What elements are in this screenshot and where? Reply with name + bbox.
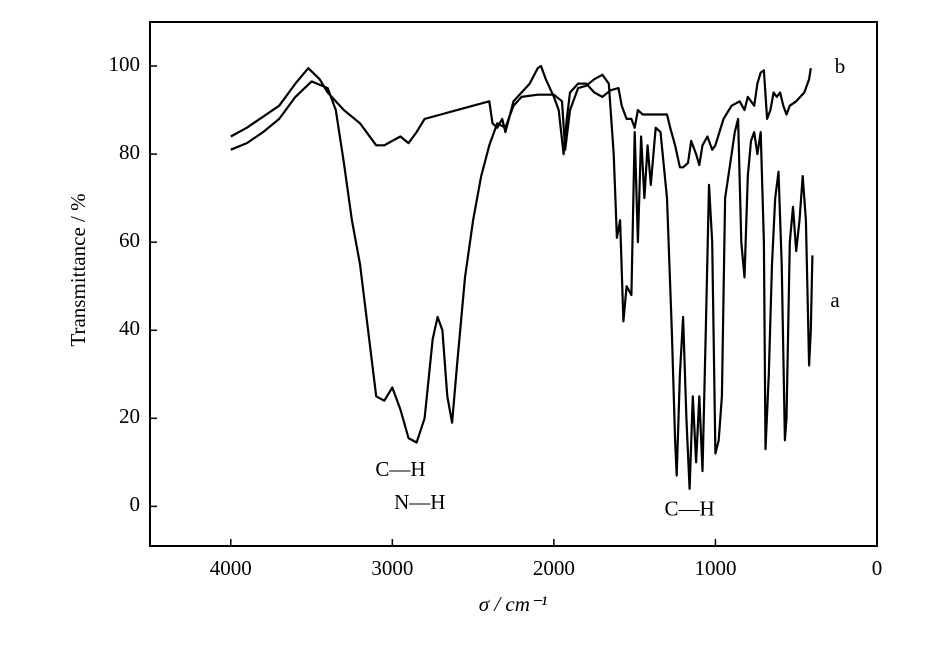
y-tick-label: 40: [119, 316, 140, 340]
series-label: a: [830, 288, 840, 312]
annotation: C—H: [665, 497, 715, 521]
x-tick-label: 1000: [694, 556, 736, 580]
x-tick-label: 4000: [210, 556, 252, 580]
plot-frame: [149, 21, 878, 547]
x-tick-label: 2000: [533, 556, 575, 580]
x-tick-label: 0: [872, 556, 883, 580]
spectrum-line: [230, 73, 814, 490]
y-tick-label: 20: [119, 404, 140, 428]
y-tick-label: 80: [119, 140, 140, 164]
annotation: C—H: [375, 457, 425, 481]
y-tick-label: 60: [119, 228, 140, 252]
y-axis-label: Transmittance / %: [66, 193, 90, 346]
series-label: b: [835, 54, 846, 78]
annotation: N—H: [394, 490, 445, 514]
x-tick-label: 3000: [371, 556, 413, 580]
spectrum-line: [230, 64, 812, 169]
y-tick-label: 100: [109, 52, 141, 76]
x-axis-label: σ / cm⁻¹: [479, 592, 548, 616]
y-tick-label: 0: [130, 492, 141, 516]
